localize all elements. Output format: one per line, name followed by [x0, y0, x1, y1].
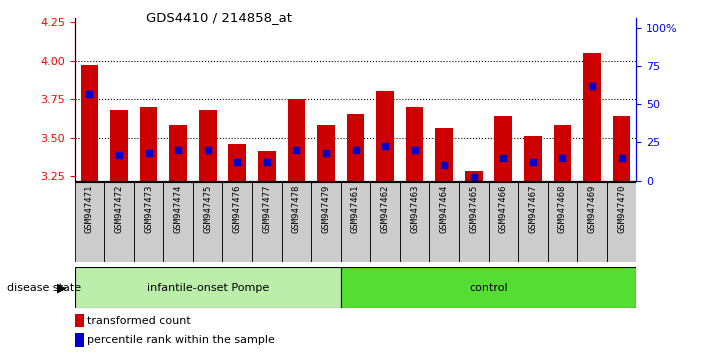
Point: [587, 83, 598, 89]
Bar: [613, 116, 631, 181]
Point: [557, 155, 568, 161]
Point: [320, 150, 331, 156]
Bar: [252, 182, 282, 262]
Bar: [547, 182, 577, 262]
Text: disease state: disease state: [7, 282, 81, 293]
Bar: [317, 125, 335, 181]
Text: GSM947473: GSM947473: [144, 185, 153, 233]
Bar: [75, 182, 105, 262]
Point: [84, 91, 95, 97]
Text: transformed count: transformed count: [87, 316, 191, 326]
Bar: [435, 128, 453, 181]
Text: GSM947472: GSM947472: [114, 185, 124, 233]
Text: GSM947464: GSM947464: [439, 185, 449, 233]
Bar: [80, 65, 98, 181]
Text: GSM947475: GSM947475: [203, 185, 212, 233]
Bar: [347, 114, 364, 181]
Bar: [223, 182, 252, 262]
Point: [291, 147, 302, 153]
Bar: [554, 125, 572, 181]
Bar: [164, 182, 193, 262]
Bar: [577, 182, 606, 262]
Bar: [583, 53, 601, 181]
Point: [527, 159, 538, 165]
Bar: [282, 182, 311, 262]
Point: [143, 150, 154, 156]
Point: [409, 147, 420, 153]
Point: [113, 152, 124, 158]
Bar: [488, 182, 518, 262]
Point: [232, 159, 243, 165]
Bar: [311, 182, 341, 262]
Text: GSM947468: GSM947468: [558, 185, 567, 233]
Bar: [169, 125, 187, 181]
Text: control: control: [469, 282, 508, 293]
Point: [173, 147, 184, 153]
Bar: [606, 182, 636, 262]
Text: GSM947471: GSM947471: [85, 185, 94, 233]
Text: GSM947461: GSM947461: [351, 185, 360, 233]
Bar: [341, 267, 636, 308]
Point: [498, 155, 509, 161]
Bar: [400, 182, 429, 262]
Point: [350, 147, 361, 153]
Text: GSM947466: GSM947466: [499, 185, 508, 233]
Bar: [134, 182, 164, 262]
Text: GSM947478: GSM947478: [292, 185, 301, 233]
Bar: [459, 182, 488, 262]
Point: [261, 159, 272, 165]
Point: [380, 143, 391, 148]
Bar: [199, 110, 217, 181]
Text: GSM947465: GSM947465: [469, 185, 479, 233]
Bar: [139, 107, 157, 181]
Bar: [75, 267, 341, 308]
Text: GDS4410 / 214858_at: GDS4410 / 214858_at: [146, 11, 292, 24]
Text: ▶: ▶: [57, 281, 67, 294]
Text: GSM947467: GSM947467: [528, 185, 538, 233]
Bar: [228, 144, 246, 181]
Point: [202, 147, 213, 153]
Bar: [258, 152, 276, 181]
Bar: [494, 116, 512, 181]
Bar: [287, 99, 305, 181]
Bar: [465, 171, 483, 181]
Text: GSM947462: GSM947462: [380, 185, 390, 233]
Bar: [370, 182, 400, 262]
Point: [468, 175, 479, 180]
Point: [439, 162, 450, 168]
Text: percentile rank within the sample: percentile rank within the sample: [87, 335, 275, 345]
Bar: [376, 91, 394, 181]
Bar: [406, 107, 424, 181]
Text: GSM947474: GSM947474: [173, 185, 183, 233]
Point: [616, 155, 627, 161]
Text: GSM947477: GSM947477: [262, 185, 272, 233]
Text: GSM947469: GSM947469: [587, 185, 597, 233]
Bar: [524, 136, 542, 181]
Text: GSM947479: GSM947479: [321, 185, 331, 233]
Bar: [105, 182, 134, 262]
Bar: [193, 182, 223, 262]
Text: GSM947476: GSM947476: [232, 185, 242, 233]
Text: GSM947463: GSM947463: [410, 185, 419, 233]
Text: infantile-onset Pompe: infantile-onset Pompe: [146, 282, 269, 293]
Bar: [110, 110, 128, 181]
Bar: [518, 182, 547, 262]
Bar: [429, 182, 459, 262]
Text: GSM947470: GSM947470: [617, 185, 626, 233]
Bar: [341, 182, 370, 262]
